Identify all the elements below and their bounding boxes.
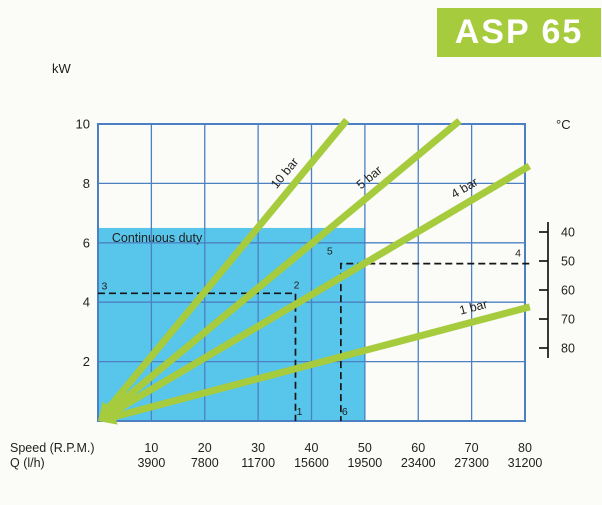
x-axis-q-label-11700: 11700 — [241, 456, 275, 470]
temp-axis-tick-label-70: 70 — [561, 313, 575, 327]
x-axis-speed-label-60: 60 — [411, 441, 425, 455]
duty-point-label-5: 5 — [327, 246, 333, 258]
pressure-line-10-bar — [103, 117, 350, 414]
x-axis-q-label-15600: 15600 — [294, 456, 329, 470]
x-axis-q-label-7800: 7800 — [191, 456, 219, 470]
x-axis-q-label-19500: 19500 — [347, 456, 382, 470]
model-badge: ASP 65 — [437, 8, 601, 57]
y-axis-tick-label-4: 4 — [83, 295, 90, 310]
y-axis-tick-label-8: 8 — [83, 176, 90, 191]
x-axis-speed-label-40: 40 — [305, 441, 319, 455]
x-axis-speed-label-20: 20 — [198, 441, 212, 455]
pressure-line-arrowhead-1-bar — [98, 408, 118, 425]
duty-guide-path — [340, 262, 530, 421]
plot-border — [97, 123, 526, 422]
y-axis-tick-label-6: 6 — [83, 235, 90, 250]
x-axis-speed-label-80: 80 — [518, 441, 532, 455]
temp-axis-tick-label-40: 40 — [561, 226, 575, 240]
x-axis-speed-label-70: 70 — [465, 441, 479, 455]
continuous-duty-label: Continuous duty — [112, 231, 203, 245]
x-axis-speed-label-50: 50 — [358, 441, 372, 455]
x-axis-caption-speed: Speed (R.P.M.) — [10, 441, 95, 455]
x-axis-q-label-3900: 3900 — [137, 456, 165, 470]
duty-point-label-2: 2 — [294, 279, 300, 291]
duty-point-label-4: 4 — [515, 248, 521, 260]
x-axis-q-label-27300: 27300 — [454, 456, 489, 470]
duty-point-label-3: 3 — [101, 280, 107, 292]
duty-point-label-6: 6 — [342, 406, 348, 418]
right-axis-unit-label: °C — [556, 117, 571, 132]
duty-point-label-1: 1 — [297, 406, 303, 418]
x-axis-q-label-23400: 23400 — [401, 456, 436, 470]
pressure-line-4-bar — [107, 162, 532, 418]
y-axis-tick-label-10: 10 — [76, 117, 90, 132]
temp-axis-tick-label-50: 50 — [561, 255, 575, 269]
y-axis-tick-label-2: 2 — [83, 354, 90, 369]
x-axis-caption-q: Q (l/h) — [10, 456, 45, 470]
pressure-line-1-bar — [109, 303, 531, 422]
pressure-line-5-bar — [105, 118, 462, 416]
temp-axis-tick-label-80: 80 — [561, 342, 575, 356]
x-axis-speed-label-30: 30 — [251, 441, 265, 455]
temp-axis-tick-label-60: 60 — [561, 284, 575, 298]
x-axis-speed-label-10: 10 — [144, 441, 158, 455]
pressure-line-label-1-bar: 1 bar — [458, 297, 489, 318]
left-axis-unit-label: kW — [52, 61, 71, 76]
x-axis-q-label-31200: 31200 — [508, 456, 543, 470]
